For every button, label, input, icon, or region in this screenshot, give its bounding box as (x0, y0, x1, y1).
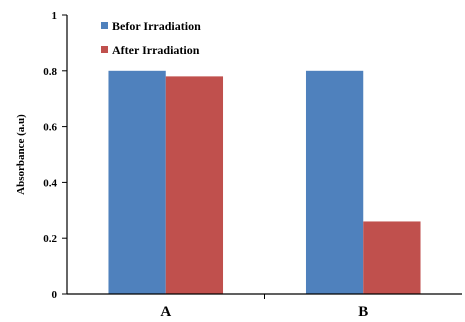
x-category-label: B (358, 304, 368, 320)
y-tick-label: 1 (52, 10, 58, 22)
x-category-label: A (160, 304, 171, 320)
legend-label: Befor Irradiation (112, 19, 201, 33)
y-axis-title: Absorbance (a.u) (15, 114, 27, 195)
y-tick-label: 0.2 (43, 233, 57, 245)
legend: Befor Irradiation After Irradiation (101, 19, 201, 57)
y-ticks-group: 0 0.2 0.4 0.6 0.8 1 (43, 10, 67, 301)
bar-A-series-2 (165, 76, 224, 294)
legend-swatch (101, 46, 108, 53)
legend-label: After Irradiation (112, 43, 200, 57)
y-tick-label: 0.4 (43, 177, 57, 189)
y-tick-label: 0.6 (43, 122, 57, 134)
bar-B-series-2 (363, 221, 421, 294)
bar-A-series-1 (108, 70, 166, 294)
legend-swatch (101, 22, 108, 29)
y-tick-label: 0.8 (43, 66, 57, 78)
bar-B-series-1 (305, 70, 364, 294)
y-tick-label: 0 (52, 289, 58, 301)
bars-group (108, 70, 421, 294)
